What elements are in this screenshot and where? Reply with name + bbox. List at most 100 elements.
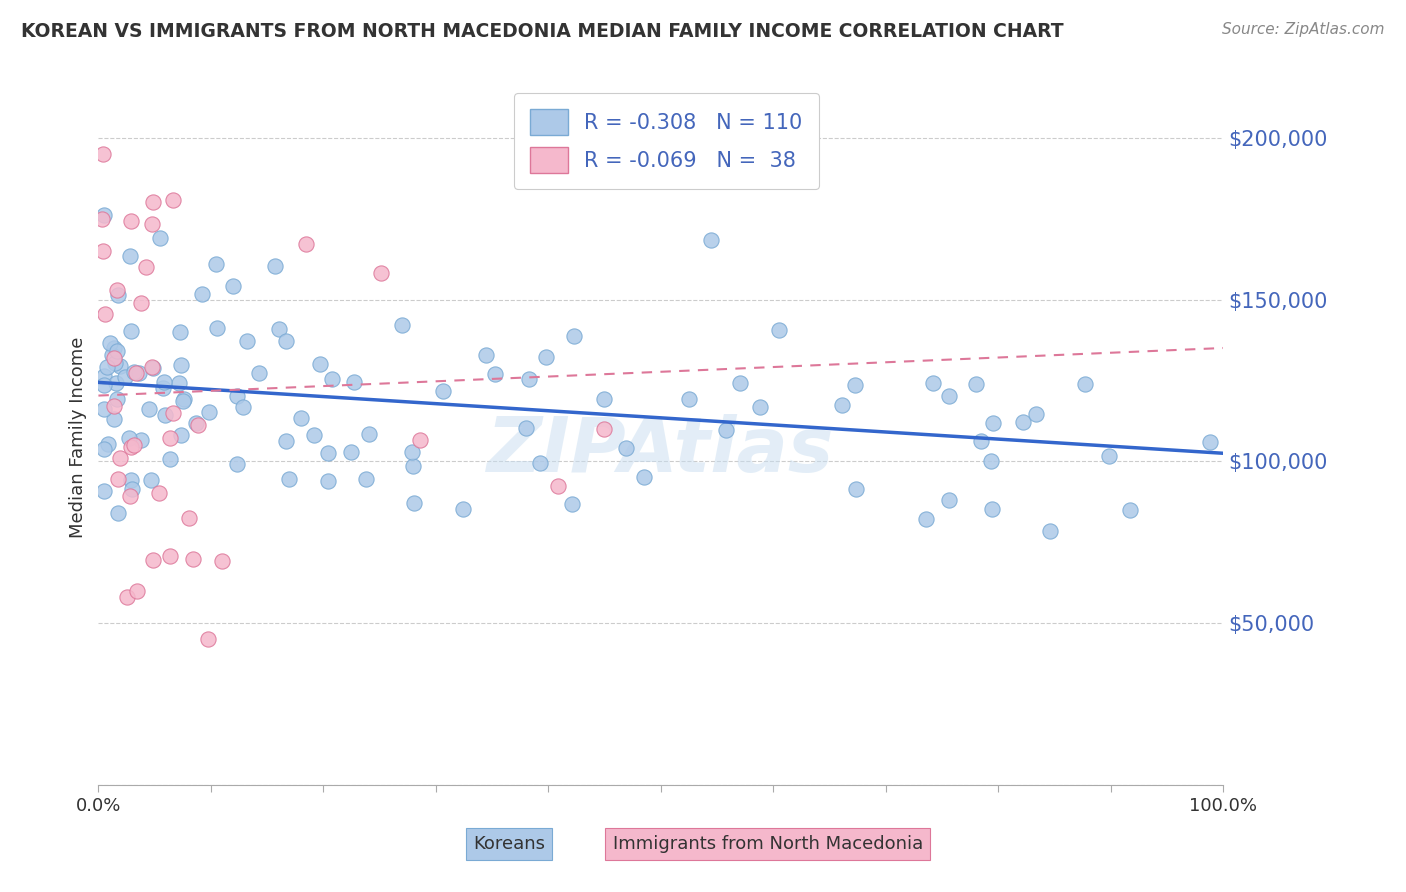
Point [191,287,214,301]
Point [167,376,190,391]
Point [120,440,142,454]
Point [276,434,298,448]
Point [93,377,115,392]
Point [148,486,170,500]
Point [129,433,152,447]
Point [170,428,193,442]
Point [205,321,228,335]
Point [1025,407,1047,421]
Point [845,482,868,496]
Point [159,451,181,466]
Point [515,421,537,435]
Point [149,231,172,245]
Point [633,470,655,484]
Point [938,389,960,403]
Point [562,329,585,343]
Point [269,321,291,335]
Point [115,591,138,605]
Point [534,350,557,364]
Point [103,412,125,426]
Point [120,214,142,228]
Point [290,410,312,425]
Point [142,194,165,209]
Point [517,372,540,386]
Point [1118,503,1140,517]
Point [121,482,143,496]
Point [409,433,432,447]
Point [93,484,115,499]
Point [658,167,681,181]
Point [277,472,299,486]
Text: Koreans: Koreans [472,835,546,853]
Point [211,554,233,568]
Point [105,392,128,406]
Point [120,473,142,487]
Point [118,249,141,263]
Point [159,431,181,445]
Point [678,392,700,407]
Point [980,454,1002,468]
Point [198,404,221,418]
Point [96,359,118,374]
Point [103,341,125,355]
Point [122,438,145,452]
Point [169,358,191,372]
Point [547,478,569,492]
Point [354,472,377,486]
Point [1098,450,1121,464]
Point [142,553,165,567]
Point [402,458,425,473]
Point [225,389,247,403]
Point [139,474,162,488]
Point [169,326,191,340]
Point [118,489,141,503]
Point [391,318,413,333]
Point [103,351,125,365]
Point [93,442,115,457]
Point [120,324,142,338]
Point [922,376,945,390]
Point [97,437,120,451]
Point [205,256,228,270]
Point [127,584,149,599]
Point [1012,415,1035,429]
Point [1073,377,1095,392]
Point [340,445,363,459]
Point [593,392,616,406]
Point [359,427,381,442]
Point [159,549,181,563]
Point [768,323,790,337]
Point [162,407,184,421]
Point [122,365,145,379]
Point [965,376,987,391]
Point [401,444,423,458]
Point [728,376,751,391]
Point [1199,435,1222,450]
Point [138,401,160,416]
Point [107,506,129,520]
Point [749,400,772,414]
Point [94,307,117,321]
Point [103,399,125,413]
Point [131,295,153,310]
Point [172,393,194,408]
Point [105,376,128,390]
Point [105,283,128,297]
Point [915,512,938,526]
Point [114,370,136,384]
Point [247,366,270,380]
Text: ZIPAtlas: ZIPAtlas [486,414,835,488]
Y-axis label: Median Family Income: Median Family Income [69,336,87,538]
Point [125,366,148,380]
Point [342,376,364,390]
Point [105,344,128,359]
Point [844,378,866,392]
Point [108,451,131,466]
Point [451,502,474,516]
Point [232,400,254,414]
Point [831,398,853,412]
Point [474,348,496,362]
Point [321,372,343,386]
Point [1039,524,1062,538]
Point [141,217,163,231]
